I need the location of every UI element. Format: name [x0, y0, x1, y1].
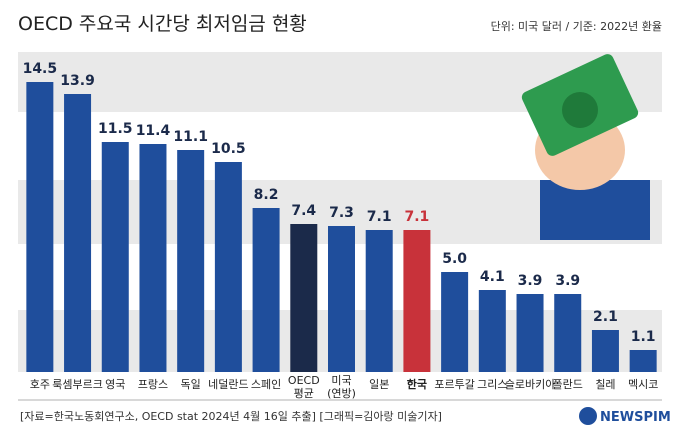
x-tick-label: 슬로바키아	[505, 378, 556, 391]
bar	[214, 162, 242, 372]
subtitle: 단위: 미국 달러 / 기준: 2022년 환율	[491, 20, 662, 33]
bar	[139, 144, 167, 372]
value-label: 11.4	[136, 123, 171, 139]
value-label: 5.0	[442, 251, 467, 267]
bar	[554, 294, 582, 372]
bar	[403, 230, 431, 372]
bar	[441, 272, 469, 372]
x-tick-label: 폴란드	[553, 378, 583, 391]
value-label: 10.5	[211, 141, 246, 157]
x-tick-label: OECD 평균	[288, 374, 320, 400]
value-label: 7.1	[405, 209, 430, 225]
bar	[328, 226, 355, 372]
bar	[516, 294, 544, 372]
bar	[629, 350, 657, 372]
x-tick-label: 멕시코	[628, 378, 658, 391]
value-label: 11.1	[173, 129, 208, 145]
value-label: 3.9	[518, 273, 543, 289]
value-label: 7.4	[291, 203, 316, 219]
x-tick-label: 네덜란드	[208, 378, 248, 391]
x-tick-label: 영국	[105, 378, 125, 391]
value-label: 8.2	[254, 187, 279, 203]
bar	[64, 94, 92, 372]
bar	[177, 150, 205, 372]
bar	[290, 224, 318, 372]
value-label: 7.3	[329, 205, 354, 221]
x-tick-label: 칠레	[595, 378, 615, 391]
logo-icon	[579, 407, 597, 425]
value-label: 4.1	[480, 269, 505, 285]
x-tick-label: 포르투갈	[434, 377, 474, 391]
value-label: 13.9	[60, 73, 95, 89]
chart-title: OECD 주요국 시간당 최저임금 현황	[18, 13, 307, 35]
x-tick-label: 한국	[407, 377, 427, 391]
bar	[252, 208, 280, 372]
x-tick-label: 미국 (연방)	[327, 374, 356, 400]
value-label: 3.9	[555, 273, 580, 289]
x-tick-label: 그리스	[477, 378, 507, 391]
bar	[26, 82, 54, 372]
bar	[101, 142, 129, 372]
logo: NEWSPIM	[600, 410, 671, 425]
value-label: 14.5	[23, 61, 58, 77]
bar	[478, 290, 506, 372]
value-label: 2.1	[593, 309, 618, 325]
source: [자료=한국노동회연구소, OECD stat 2024년 4월 16일 추출]…	[20, 409, 442, 423]
value-label: 7.1	[367, 209, 392, 225]
value-label: 11.5	[98, 121, 133, 137]
x-tick-label: 스페인	[251, 378, 281, 391]
bar	[365, 230, 393, 372]
x-tick-label: 일본	[369, 377, 389, 391]
x-tick-label: 프랑스	[138, 378, 168, 391]
x-tick-label: 룩셈부르크	[52, 378, 103, 391]
illustration	[521, 54, 650, 240]
x-tick-label: 호주	[30, 378, 50, 391]
bar	[591, 330, 619, 372]
x-tick-label: 독일	[181, 377, 201, 391]
value-label: 1.1	[631, 329, 656, 345]
